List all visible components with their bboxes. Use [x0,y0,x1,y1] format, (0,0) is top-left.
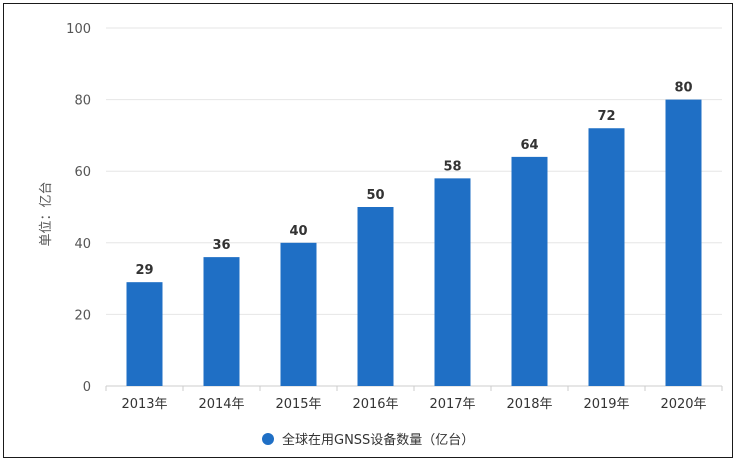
x-tick-label: 2017年 [429,397,475,412]
data-label: 40 [289,224,307,239]
data-label: 80 [674,81,692,96]
x-tick-label: 2018年 [506,397,552,412]
y-axis-ticks: 0 20 40 60 80 100 [66,22,91,395]
bar[interactable] [511,156,548,386]
x-tick-label: 2016年 [352,397,398,412]
bar[interactable] [126,282,163,386]
x-tick-label: 2015年 [275,397,321,412]
y-axis-label: 单位：亿台 [39,181,54,246]
y-tick-label: 80 [74,94,91,109]
bar[interactable] [357,207,394,386]
x-tick-label: 2019年 [583,397,629,412]
y-tick-label: 60 [74,165,91,180]
bar[interactable] [588,128,625,387]
x-axis-ticks: 2013年 2014年 2015年 2016年 2017年 2018年 2019年 2020年 [105,386,723,412]
bar[interactable] [280,242,317,386]
bar[interactable] [203,257,240,386]
data-label: 29 [135,263,153,278]
y-tick-label: 40 [74,237,91,252]
legend[interactable]: 全球在用GNSS设备数量（亿台） [262,432,474,448]
y-tick-label: 0 [83,380,91,395]
data-labels: 29 36 40 50 58 64 72 80 [135,81,692,279]
data-label: 72 [597,109,615,124]
data-label: 50 [366,188,384,203]
x-tick-label: 2014年 [198,397,244,412]
legend-marker [262,433,274,445]
legend-label: 全球在用GNSS设备数量（亿台） [282,432,474,448]
data-label: 36 [212,238,230,253]
x-tick-label: 2013年 [121,397,167,412]
gridlines [106,27,722,387]
data-label: 64 [520,138,538,153]
x-tick-label: 2020年 [660,397,706,412]
bars [126,99,702,387]
data-label: 58 [443,159,461,174]
y-tick-label: 20 [74,308,91,323]
bar[interactable] [665,99,702,386]
bar[interactable] [434,178,471,386]
y-tick-label: 100 [66,22,91,37]
